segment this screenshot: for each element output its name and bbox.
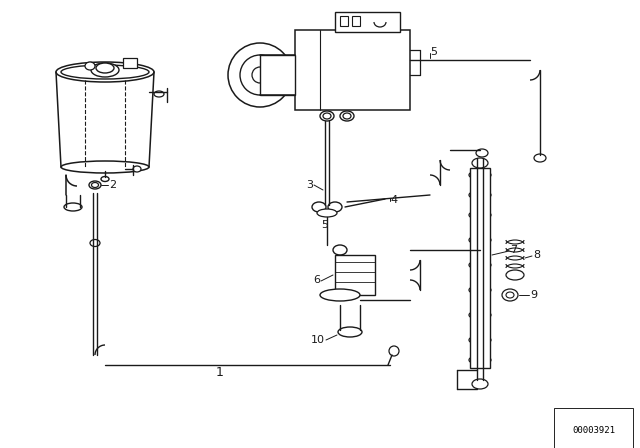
Ellipse shape — [333, 245, 347, 255]
Ellipse shape — [469, 171, 491, 180]
Ellipse shape — [469, 211, 491, 220]
Bar — [295, 30, 410, 110]
Text: 9: 9 — [530, 290, 537, 300]
Ellipse shape — [328, 202, 342, 212]
Ellipse shape — [469, 356, 491, 365]
Bar — [260, 55, 295, 95]
Circle shape — [228, 43, 292, 107]
Bar — [335, 255, 375, 295]
Ellipse shape — [506, 270, 524, 280]
Ellipse shape — [312, 202, 326, 212]
Ellipse shape — [472, 158, 488, 168]
Ellipse shape — [101, 177, 109, 181]
Ellipse shape — [89, 181, 101, 189]
Text: 3: 3 — [306, 180, 313, 190]
Ellipse shape — [323, 113, 331, 119]
Bar — [470, 168, 490, 368]
Ellipse shape — [317, 209, 337, 217]
Ellipse shape — [85, 62, 95, 70]
Text: 7: 7 — [510, 245, 517, 255]
Ellipse shape — [338, 327, 362, 337]
Ellipse shape — [469, 285, 491, 294]
Bar — [335, 12, 400, 32]
Ellipse shape — [469, 260, 491, 270]
Text: 2: 2 — [109, 180, 116, 190]
Ellipse shape — [64, 203, 82, 211]
Bar — [352, 16, 360, 26]
Ellipse shape — [320, 111, 334, 121]
Ellipse shape — [476, 149, 488, 157]
Ellipse shape — [61, 65, 149, 79]
Ellipse shape — [96, 63, 114, 73]
Ellipse shape — [506, 292, 514, 298]
Ellipse shape — [469, 310, 491, 319]
Circle shape — [240, 55, 280, 95]
Ellipse shape — [320, 289, 360, 301]
Ellipse shape — [61, 161, 149, 173]
Ellipse shape — [469, 236, 491, 245]
Text: 5: 5 — [430, 47, 437, 57]
Ellipse shape — [90, 240, 100, 246]
Bar — [340, 16, 348, 26]
Ellipse shape — [343, 113, 351, 119]
Ellipse shape — [91, 63, 119, 77]
Text: 1: 1 — [216, 366, 224, 379]
Ellipse shape — [92, 182, 99, 188]
Ellipse shape — [133, 166, 141, 172]
Ellipse shape — [340, 111, 354, 121]
Ellipse shape — [534, 154, 546, 162]
Text: 5: 5 — [321, 220, 328, 230]
Text: 4: 4 — [390, 195, 397, 205]
Ellipse shape — [502, 289, 518, 301]
Ellipse shape — [154, 91, 164, 97]
Text: 00003921: 00003921 — [572, 426, 615, 435]
Text: 6: 6 — [313, 275, 320, 285]
Circle shape — [389, 346, 399, 356]
Text: 8: 8 — [533, 250, 540, 260]
Ellipse shape — [469, 190, 491, 199]
Ellipse shape — [56, 62, 154, 82]
Ellipse shape — [469, 336, 491, 345]
Text: 10: 10 — [311, 335, 325, 345]
Ellipse shape — [472, 379, 488, 389]
Circle shape — [252, 67, 268, 83]
Bar — [123, 58, 137, 68]
